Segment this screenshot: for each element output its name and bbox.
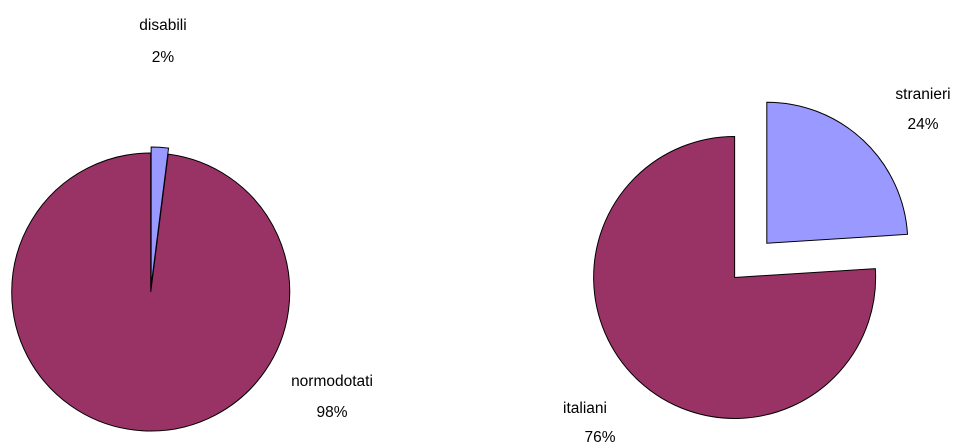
pie-chart-disabilita: disabili 2% normodotati 98% [11, 17, 373, 432]
pie-slice-stranieri [766, 101, 909, 244]
slice-label-italiani-pct: 76% [584, 429, 615, 446]
slice-label-stranieri-pct: 24% [907, 116, 938, 133]
pie-chart-nazionalita: stranieri 24% italiani 76% [563, 86, 951, 446]
pie-slice-normodotati [11, 152, 291, 432]
slice-label-normodotati-name: normodotati [291, 373, 373, 390]
pie-slice-italiani [593, 135, 877, 419]
slice-label-normodotati-pct: 98% [316, 404, 347, 421]
slice-label-disabili-pct: 2% [152, 49, 175, 66]
slice-label-disabili-name: disabili [139, 17, 186, 34]
slice-label-italiani-name: italiani [563, 400, 607, 417]
slice-label-stranieri-name: stranieri [895, 86, 950, 103]
